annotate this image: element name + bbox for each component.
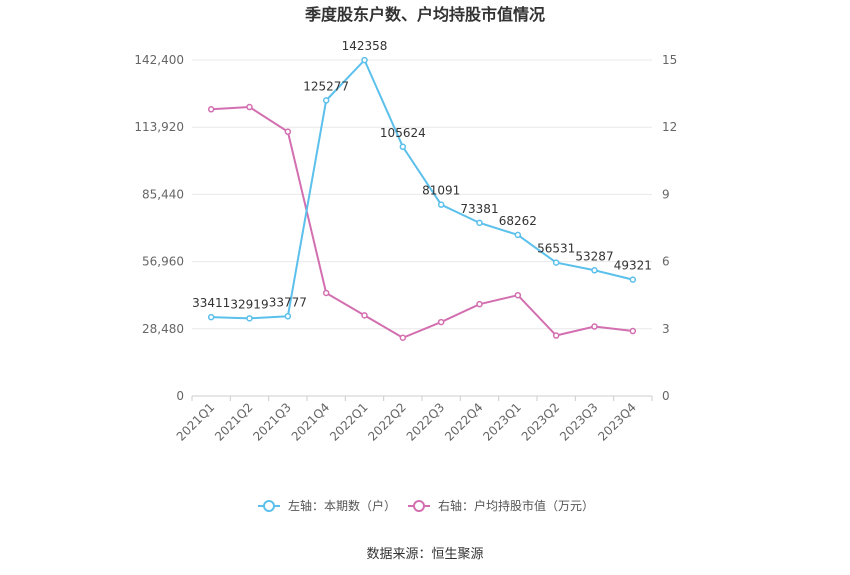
avg-market-value-point[interactable] (437, 318, 445, 326)
left-tick-label: 113,920 (134, 120, 184, 134)
right-axis: 0 3 6 9 12 15 (662, 53, 677, 403)
legend-item-right[interactable]: 右轴：户均持股市值（万元） (408, 498, 594, 513)
data-label: 68262 (499, 214, 537, 228)
x-axis: 2021Q12021Q22021Q32021Q42022Q12022Q22022… (174, 396, 653, 444)
x-tick-label: 2021Q2 (212, 400, 256, 444)
shareholder-count-point[interactable] (399, 143, 407, 151)
data-label: 81091 (422, 184, 460, 198)
right-tick-label: 9 (662, 187, 670, 201)
shareholder-count-point[interactable] (629, 276, 637, 283)
x-tick-label: 2023Q3 (557, 400, 601, 444)
shareholder-count-point[interactable] (246, 315, 253, 322)
shareholder-count-point[interactable] (207, 313, 215, 321)
series-avg-market-value (207, 103, 637, 342)
grid-lines (192, 59, 652, 397)
right-tick-label: 0 (662, 389, 670, 403)
x-tick-label: 2023Q1 (480, 400, 524, 444)
series-shareholder-count (207, 56, 637, 322)
legend-label-left: 左轴：本期数（户） (288, 498, 396, 513)
data-label: 32919 (230, 297, 268, 311)
data-label: 53287 (575, 249, 613, 263)
avg-market-value-point[interactable] (629, 327, 637, 335)
left-tick-label: 85,440 (142, 187, 184, 201)
x-tick-label: 2021Q3 (250, 400, 294, 444)
x-tick-label: 2022Q4 (442, 400, 486, 444)
x-tick-label: 2021Q1 (174, 400, 218, 444)
legend-dot-left (263, 500, 275, 512)
avg-market-value-point[interactable] (322, 289, 330, 297)
data-label: 56531 (537, 242, 575, 256)
x-tick-label: 2021Q4 (289, 400, 333, 444)
shareholder-count-point[interactable] (284, 313, 292, 320)
left-tick-label: 56,960 (142, 255, 184, 269)
avg-market-value-point[interactable] (207, 106, 215, 113)
data-labels: 33411 32919 33777 125277 142358 105624 8109173… (192, 39, 652, 311)
legend[interactable]: 左轴：本期数（户） 右轴：户均持股市值（万元） (258, 498, 594, 513)
avg-market-value-point[interactable] (399, 334, 407, 342)
avg-market-value-point[interactable] (552, 332, 560, 339)
source-note: 数据来源：恒生聚源 (366, 547, 483, 562)
shareholder-count-point[interactable] (476, 219, 483, 227)
left-tick-label: 142,400 (134, 53, 184, 67)
x-tick-label: 2023Q4 (595, 400, 639, 444)
data-label: 33411 (192, 296, 230, 310)
left-tick-label: 0 (176, 389, 184, 403)
avg-market-value-point[interactable] (591, 323, 598, 330)
left-axis: 0 28,480 56,960 85,440 113,920 142,400 (134, 53, 184, 403)
shareholder-count-point[interactable] (514, 231, 522, 239)
x-tick-label: 2022Q1 (327, 400, 371, 444)
shareholder-count-point[interactable] (361, 56, 368, 64)
legend-item-left[interactable]: 左轴：本期数（户） (258, 498, 396, 513)
avg-market-value-point[interactable] (246, 103, 253, 111)
avg-market-value-point[interactable] (361, 312, 368, 319)
x-tick-label: 2022Q2 (365, 400, 409, 444)
data-label: 105624 (380, 126, 426, 140)
x-tick-label: 2023Q2 (519, 400, 563, 444)
avg-market-value-point[interactable] (476, 300, 483, 308)
shareholder-count-point[interactable] (322, 97, 330, 104)
legend-dot-right (413, 500, 425, 512)
chart-title: 季度股东户数、户均持股市值情况 (304, 5, 545, 24)
right-tick-label: 15 (662, 53, 677, 67)
data-label: 142358 (342, 39, 388, 53)
shareholder-count-point[interactable] (591, 267, 598, 274)
avg-market-value-line (211, 106, 633, 339)
shareholder-count-point[interactable] (437, 201, 445, 208)
avg-market-value-point[interactable] (514, 291, 522, 299)
legend-label-right: 右轴：户均持股市值（万元） (438, 498, 594, 513)
data-label: 73381 (460, 202, 498, 216)
data-label: 33777 (269, 295, 307, 309)
right-tick-label: 3 (662, 322, 670, 336)
right-tick-label: 12 (662, 120, 677, 134)
shareholder-count-point[interactable] (552, 259, 560, 266)
shareholder-count-line (211, 58, 634, 320)
data-label: 49321 (614, 259, 652, 273)
avg-market-value-point[interactable] (284, 128, 292, 135)
left-tick-label: 28,480 (142, 322, 184, 336)
right-tick-label: 6 (662, 255, 670, 269)
x-tick-label: 2022Q3 (404, 400, 448, 444)
data-label: 125277 (303, 79, 349, 93)
